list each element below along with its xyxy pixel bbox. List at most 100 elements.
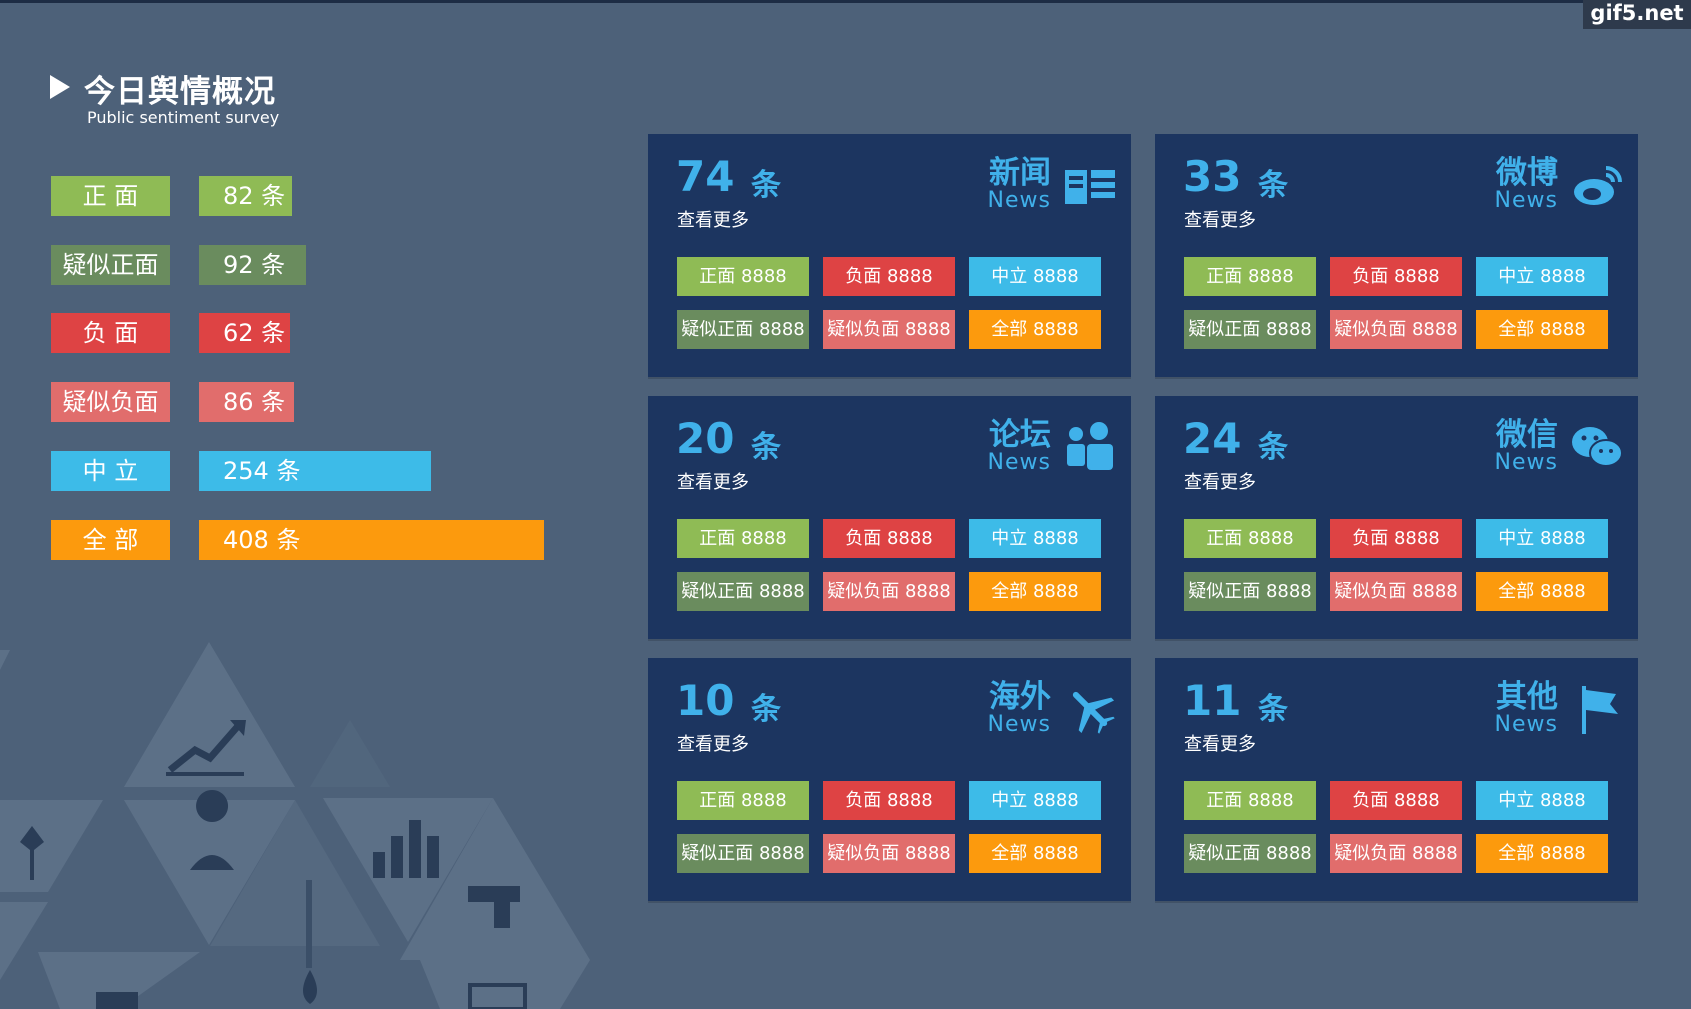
card-category: 其他	[1496, 679, 1558, 715]
filter-button-negative[interactable]: 负面 8888	[1330, 781, 1462, 820]
card-category: 海外	[989, 679, 1051, 715]
stat-label: 全 部	[51, 520, 170, 560]
view-more-link[interactable]: 查看更多	[677, 734, 749, 755]
drop-icon	[303, 970, 317, 1004]
card-category-en: News	[1494, 188, 1558, 213]
newspaper-icon	[1065, 170, 1115, 204]
card-count: 74	[676, 152, 735, 201]
filter-button-likely-positive[interactable]: 疑似正面 8888	[1184, 310, 1316, 349]
filter-button-all[interactable]: 全部 8888	[969, 572, 1101, 611]
card-category: 微信	[1496, 417, 1558, 453]
bar-chart-icon	[373, 852, 385, 878]
card-overseas: 10 条 查看更多 海外 News 正面 8888 负面 8888 中立 888…	[648, 658, 1131, 901]
view-more-link[interactable]: 查看更多	[1184, 210, 1256, 231]
filter-button-neutral[interactable]: 中立 8888	[1476, 257, 1608, 296]
top-border	[0, 0, 1691, 3]
drill-icon	[468, 886, 520, 928]
card-category-en: News	[987, 188, 1051, 213]
card-weibo: 33 条 查看更多 微博 News 正面 8888 负面 8888 中立 888…	[1155, 134, 1638, 377]
play-arrow-icon	[50, 75, 70, 99]
stat-label: 疑似正面	[51, 245, 170, 285]
card-other: 11 条 查看更多 其他 News 正面 8888 负面 8888 中立 888…	[1155, 658, 1638, 901]
card-unit: 条	[751, 168, 781, 203]
card-unit: 条	[751, 692, 781, 727]
stat-value-bar: 82 条	[199, 176, 292, 216]
filter-button-likely-negative[interactable]: 疑似负面 8888	[823, 310, 955, 349]
card-category: 新闻	[989, 155, 1051, 191]
view-more-link[interactable]: 查看更多	[1184, 734, 1256, 755]
filter-button-likely-negative[interactable]: 疑似负面 8888	[1330, 310, 1462, 349]
filter-button-likely-negative[interactable]: 疑似负面 8888	[1330, 834, 1462, 873]
stat-value-bar: 408 条	[199, 520, 544, 560]
filter-button-positive[interactable]: 正面 8888	[1184, 781, 1316, 820]
filter-button-negative[interactable]: 负面 8888	[1330, 519, 1462, 558]
users-icon	[1067, 422, 1113, 470]
shovel-icon	[20, 826, 44, 880]
filter-button-neutral[interactable]: 中立 8888	[1476, 519, 1608, 558]
view-more-link[interactable]: 查看更多	[677, 210, 749, 231]
filter-button-likely-positive[interactable]: 疑似正面 8888	[1184, 834, 1316, 873]
wechat-icon	[1572, 427, 1623, 467]
filter-button-positive[interactable]: 正面 8888	[677, 781, 809, 820]
filter-button-all[interactable]: 全部 8888	[969, 310, 1101, 349]
airplane-icon	[1072, 691, 1115, 734]
filter-button-negative[interactable]: 负面 8888	[823, 519, 955, 558]
decorative-triangle-pattern	[0, 642, 590, 1009]
stat-value-bar: 86 条	[199, 382, 294, 422]
window-icon	[468, 983, 527, 1009]
card-news: 74 条 查看更多 新闻 News 正面 8888 负面 8888 中立 888…	[648, 134, 1131, 377]
card-forum: 20 条 查看更多 论坛 News 正面 8888 负面 8888 中立 888…	[648, 396, 1131, 639]
page-subtitle: Public sentiment survey	[87, 108, 280, 127]
flag-icon	[1582, 686, 1618, 734]
card-unit: 条	[1258, 692, 1288, 727]
filter-button-neutral[interactable]: 中立 8888	[1476, 781, 1608, 820]
filter-button-positive[interactable]: 正面 8888	[1184, 519, 1316, 558]
filter-button-likely-positive[interactable]: 疑似正面 8888	[677, 310, 809, 349]
briefcase-icon	[96, 992, 138, 1009]
filter-button-neutral[interactable]: 中立 8888	[969, 257, 1101, 296]
card-category-en: News	[987, 712, 1051, 737]
filter-button-positive[interactable]: 正面 8888	[1184, 257, 1316, 296]
filter-button-positive[interactable]: 正面 8888	[677, 519, 809, 558]
view-more-link[interactable]: 查看更多	[1184, 472, 1256, 493]
stat-value-bar: 92 条	[199, 245, 306, 285]
stat-label: 中 立	[51, 451, 170, 491]
weibo-icon	[1574, 166, 1622, 205]
filter-button-likely-positive[interactable]: 疑似正面 8888	[677, 834, 809, 873]
card-count: 33	[1183, 152, 1242, 201]
stat-label: 疑似负面	[51, 382, 170, 422]
filter-button-negative[interactable]: 负面 8888	[823, 257, 955, 296]
filter-button-all[interactable]: 全部 8888	[1476, 310, 1608, 349]
filter-button-likely-positive[interactable]: 疑似正面 8888	[677, 572, 809, 611]
filter-button-all[interactable]: 全部 8888	[969, 834, 1101, 873]
filter-button-positive[interactable]: 正面 8888	[677, 257, 809, 296]
card-unit: 条	[1258, 430, 1288, 465]
stat-label: 正 面	[51, 176, 170, 216]
filter-button-likely-positive[interactable]: 疑似正面 8888	[1184, 572, 1316, 611]
card-unit: 条	[751, 430, 781, 465]
card-category-en: News	[1494, 712, 1558, 737]
filter-button-all[interactable]: 全部 8888	[1476, 834, 1608, 873]
card-category: 论坛	[989, 417, 1051, 453]
page-title: 今日舆情概况	[84, 74, 276, 110]
card-category: 微博	[1496, 155, 1558, 191]
filter-button-likely-negative[interactable]: 疑似负面 8888	[823, 834, 955, 873]
filter-button-likely-negative[interactable]: 疑似负面 8888	[823, 572, 955, 611]
card-wechat: 24 条 查看更多 微信 News 正面 8888 负面 8888 中立 888…	[1155, 396, 1638, 639]
chart-trend-icon	[167, 723, 241, 773]
watermark: gif5.net	[1583, 0, 1691, 29]
filter-button-negative[interactable]: 负面 8888	[823, 781, 955, 820]
card-count: 24	[1183, 414, 1242, 463]
card-count: 20	[676, 414, 735, 463]
filter-button-all[interactable]: 全部 8888	[1476, 572, 1608, 611]
card-count: 11	[1183, 676, 1242, 725]
card-count: 10	[676, 676, 735, 725]
card-unit: 条	[1258, 168, 1288, 203]
filter-button-likely-negative[interactable]: 疑似负面 8888	[1330, 572, 1462, 611]
filter-button-neutral[interactable]: 中立 8888	[969, 519, 1101, 558]
stat-value-bar: 254 条	[199, 451, 431, 491]
view-more-link[interactable]: 查看更多	[677, 472, 749, 493]
filter-button-negative[interactable]: 负面 8888	[1330, 257, 1462, 296]
money-person-icon	[190, 790, 234, 870]
filter-button-neutral[interactable]: 中立 8888	[969, 781, 1101, 820]
